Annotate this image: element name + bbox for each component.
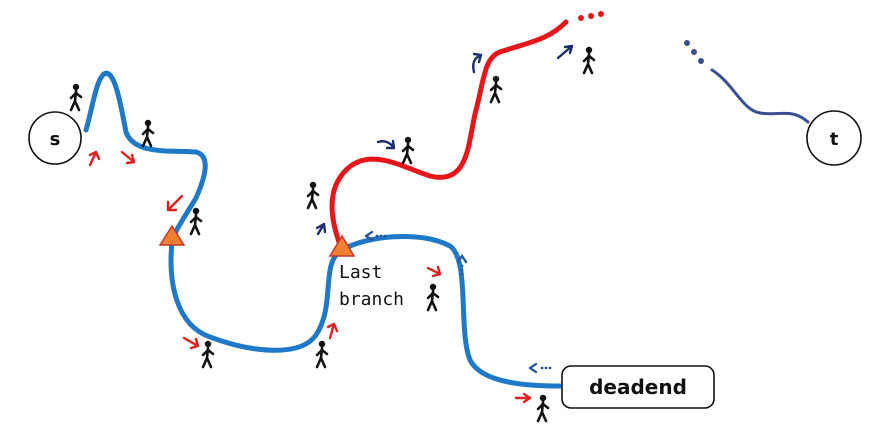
target-node[interactable]: t	[806, 110, 862, 166]
last-branch-label-line2: branch	[339, 289, 404, 310]
direction-arrow-icon	[426, 265, 442, 278]
direction-arrow-icon	[315, 222, 327, 236]
direction-arrow-icon	[376, 139, 396, 150]
deadend-label: deadend	[589, 375, 687, 399]
direction-arrow-icon	[556, 44, 574, 60]
dotted-arrow-icon	[364, 230, 387, 242]
last-branch-label-line1: Last	[339, 262, 382, 283]
walking-person-icon	[315, 339, 329, 369]
walking-person-icon	[141, 118, 155, 148]
start-node-label: s	[50, 129, 61, 150]
branch-triangle-icon	[158, 224, 186, 246]
walking-person-icon	[536, 393, 550, 423]
direction-arrow-icon	[472, 52, 483, 74]
dotted-arrow-icon	[456, 253, 468, 276]
walking-person-icon	[489, 74, 503, 104]
direction-arrow-icon	[326, 322, 339, 340]
explored-path-valley	[168, 239, 345, 353]
walking-person-icon	[426, 282, 440, 312]
explored-path-start	[83, 70, 208, 245]
walking-person-icon	[582, 45, 596, 75]
start-node[interactable]: s	[28, 111, 82, 165]
active-path	[329, 19, 569, 253]
target-node-label: t	[830, 129, 839, 150]
direction-arrow-icon	[182, 336, 200, 350]
ellipsis-dots-active	[578, 11, 604, 21]
walking-person-icon	[401, 135, 415, 165]
walking-person-icon	[306, 180, 320, 210]
walking-person-icon	[201, 339, 215, 369]
direction-arrow-icon	[166, 194, 184, 212]
explored-path-deadend	[339, 234, 563, 389]
tail-path	[710, 68, 810, 124]
ellipsis-dots-tail	[684, 40, 704, 64]
dotted-arrow-icon	[528, 362, 552, 374]
walking-person-icon	[189, 206, 203, 236]
walking-person-icon	[69, 82, 83, 112]
direction-arrow-icon	[120, 150, 136, 165]
direction-arrow-icon	[514, 392, 532, 404]
direction-arrow-icon	[88, 150, 101, 167]
last-branch-triangle-icon	[328, 234, 356, 257]
deadend-node[interactable]: deadend	[561, 365, 715, 409]
